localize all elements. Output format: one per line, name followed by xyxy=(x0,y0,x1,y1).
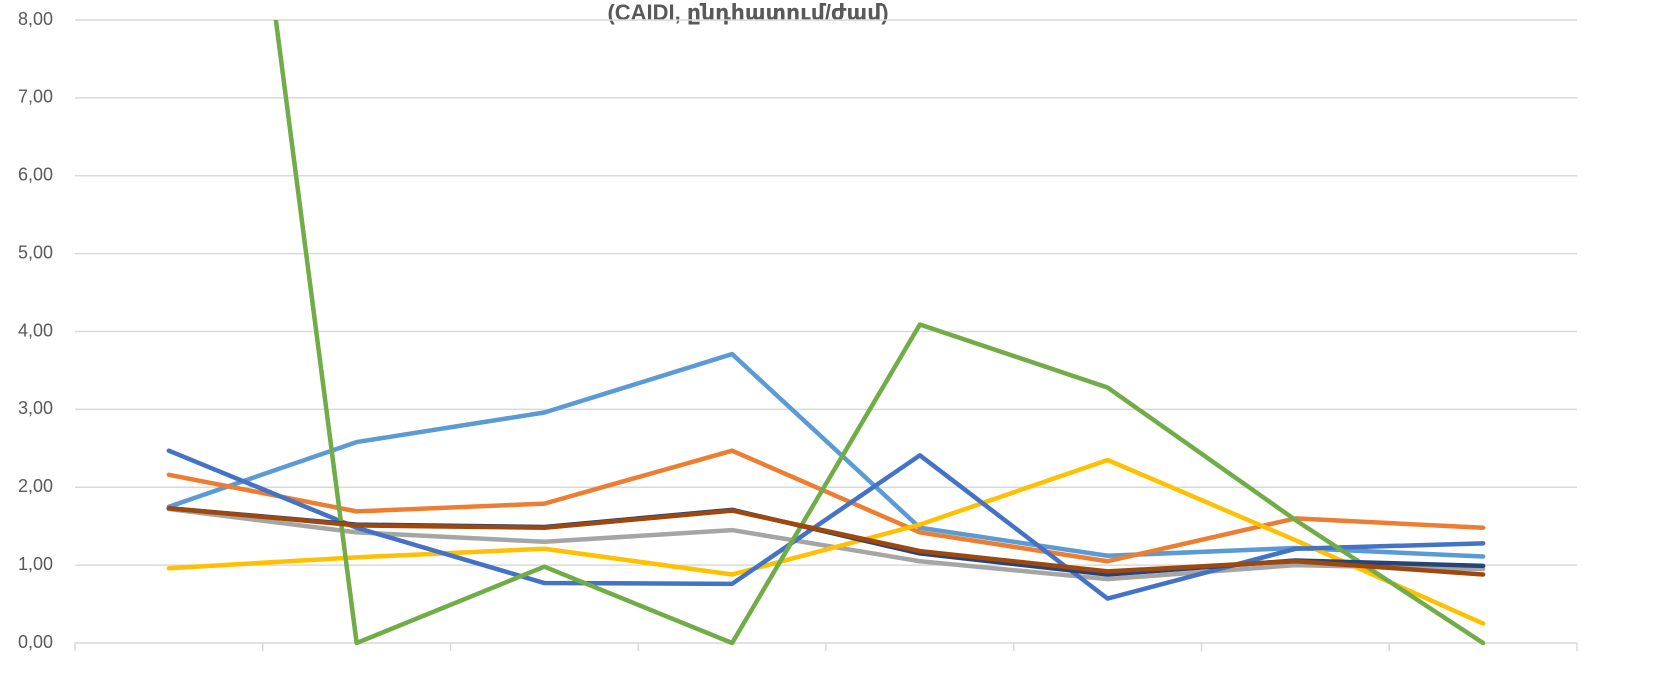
y-tick-label: 3,00 xyxy=(18,398,53,418)
line-series xyxy=(166,506,1486,582)
y-tick-label: 7,00 xyxy=(18,87,53,107)
y-tick-label: 1,00 xyxy=(18,554,53,574)
line-series xyxy=(166,457,1486,626)
chart-title: (CAIDI, ընդհատում/ժամ) xyxy=(607,0,888,25)
line-series xyxy=(273,20,1486,646)
y-tick-label: 6,00 xyxy=(18,165,53,185)
plot-area xyxy=(166,20,1486,646)
y-tick-label: 5,00 xyxy=(18,242,53,262)
line-series xyxy=(166,506,1486,577)
y-tick-label: 8,00 xyxy=(18,9,53,29)
line-series xyxy=(166,351,1486,559)
y-tick-label: 4,00 xyxy=(18,320,53,340)
line-series xyxy=(166,448,1486,601)
y-tick-label: 2,00 xyxy=(18,476,53,496)
y-tick-label: 0,00 xyxy=(18,632,53,652)
